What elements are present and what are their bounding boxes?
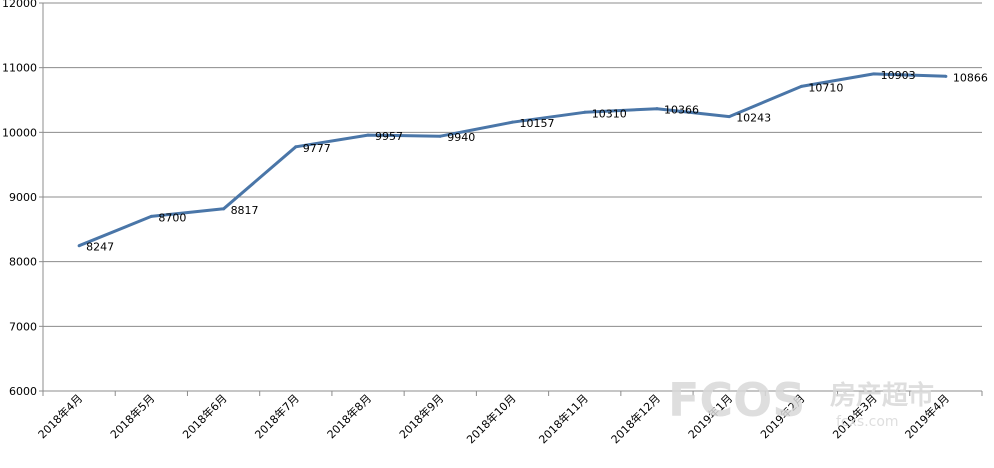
data-label: 10710 xyxy=(808,81,843,94)
data-point xyxy=(438,134,442,138)
gridlines xyxy=(39,2,983,396)
x-tick-label: 2018年11月 xyxy=(536,391,591,446)
y-tick-label: 9000 xyxy=(9,191,37,204)
data-label: 9957 xyxy=(375,130,403,143)
y-tick-label: 10000 xyxy=(2,126,37,139)
data-label: 8817 xyxy=(231,204,259,217)
data-point xyxy=(872,72,876,76)
watermark-logo: FCOS 房产超市 fcxs.com xyxy=(668,373,934,430)
data-label: 10157 xyxy=(520,117,555,130)
data-label: 10366 xyxy=(664,104,699,117)
data-label: 8247 xyxy=(86,241,114,254)
x-tick-label: 2018年7月 xyxy=(252,391,302,441)
data-point xyxy=(583,110,587,114)
data-label: 10243 xyxy=(736,112,771,125)
watermark-logo-text: FCOS xyxy=(668,373,805,427)
data-point xyxy=(944,74,948,78)
data-label: 9940 xyxy=(447,131,475,144)
x-tick-label: 2018年5月 xyxy=(107,391,157,441)
x-tick-label: 2018年12月 xyxy=(608,391,663,446)
series-group xyxy=(77,72,948,248)
data-point xyxy=(294,145,298,149)
x-tick-label: 2018年10月 xyxy=(463,391,518,446)
data-label: 9777 xyxy=(303,142,331,155)
data-point xyxy=(149,214,153,218)
data-labels: 8247 8700 8817 9777 9957 9940 10157 10310 10366 1… xyxy=(86,69,988,254)
y-tick-label: 12000 xyxy=(2,0,37,10)
y-axis-ticks: 6000 7000 8000 9000 10000 11000 12000 xyxy=(2,0,37,398)
data-point xyxy=(799,84,803,88)
data-point xyxy=(727,115,731,119)
data-label: 10866 xyxy=(953,71,988,84)
y-tick-label: 7000 xyxy=(9,320,37,333)
data-point xyxy=(77,244,81,248)
y-tick-label: 6000 xyxy=(9,385,37,398)
data-point xyxy=(222,207,226,211)
x-tick-label: 2018年9月 xyxy=(396,391,446,441)
watermark-cn-text: 房产超市 xyxy=(830,380,934,411)
x-tick-label: 2018年4月 xyxy=(35,391,85,441)
data-label: 8700 xyxy=(158,211,186,224)
data-point xyxy=(511,120,514,124)
series-line xyxy=(78,72,946,248)
x-tick-label: 2018年8月 xyxy=(324,391,374,441)
data-label: 10310 xyxy=(592,107,627,120)
y-tick-label: 8000 xyxy=(9,256,37,269)
data-point xyxy=(366,133,370,137)
data-label: 10903 xyxy=(881,69,916,82)
x-tick-label: 2018年6月 xyxy=(179,391,229,441)
watermark-url-text: fcxs.com xyxy=(836,414,899,430)
data-point xyxy=(655,107,659,111)
y-tick-label: 11000 xyxy=(2,62,37,75)
